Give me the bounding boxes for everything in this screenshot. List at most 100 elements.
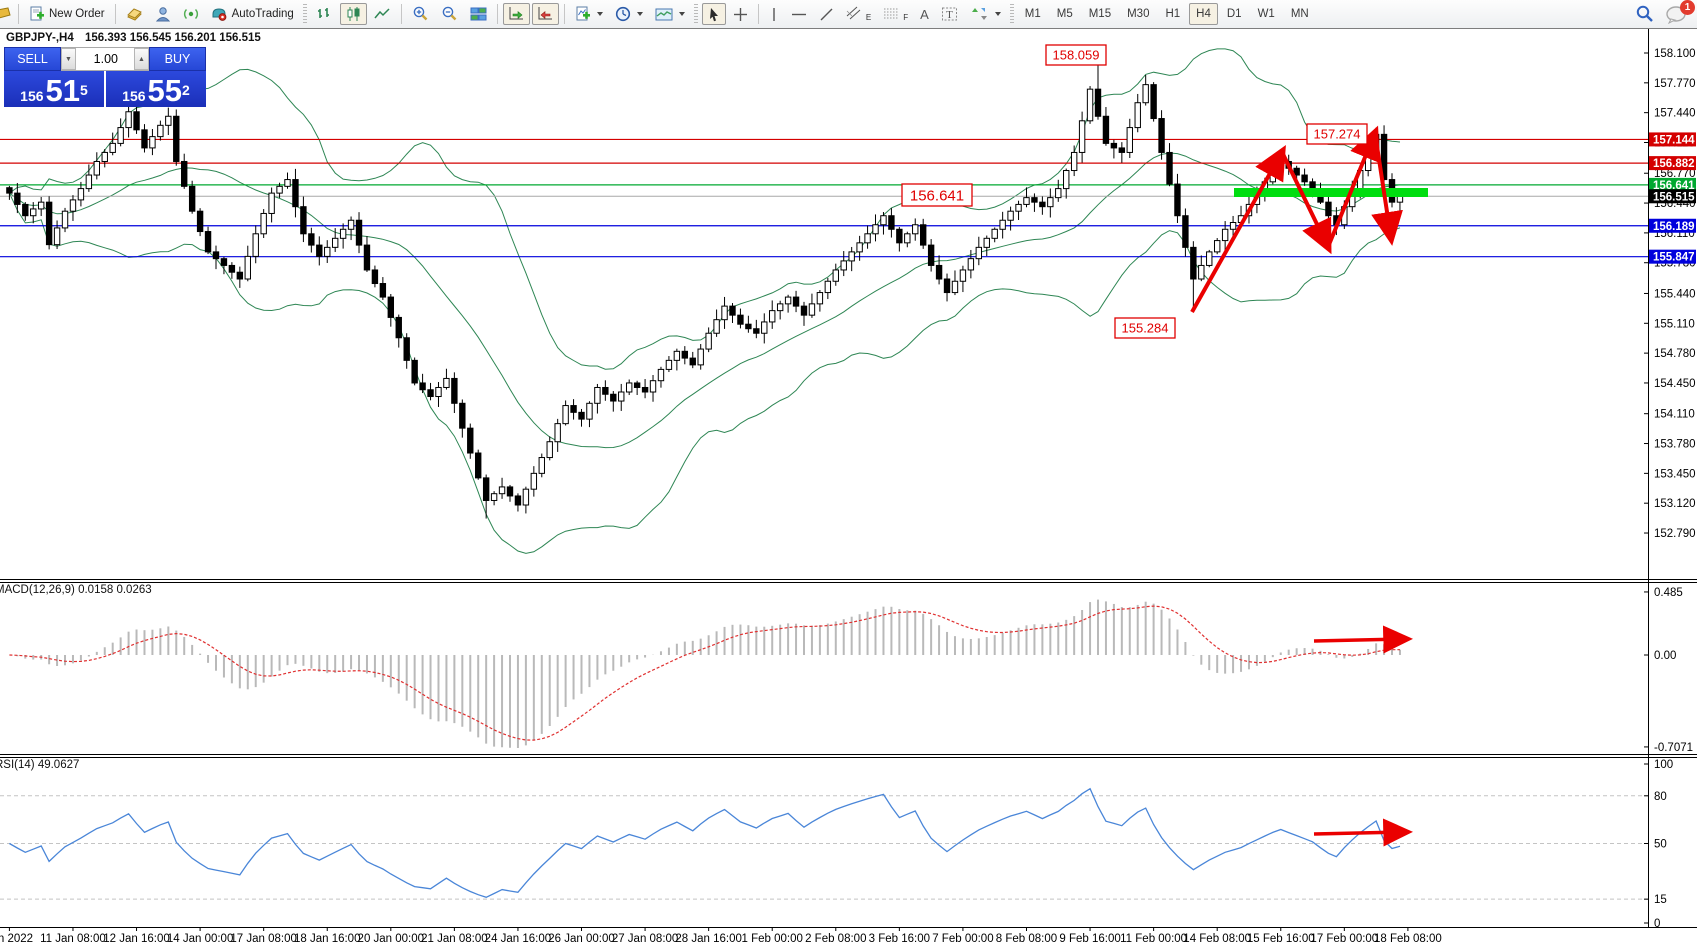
candle-body xyxy=(1023,197,1030,205)
buy-price-tile[interactable]: 156 55 2 xyxy=(106,71,206,107)
bar-chart-button[interactable] xyxy=(311,3,338,25)
trend-zigzag-arrow[interactable] xyxy=(1326,125,1380,248)
toolbar-grip[interactable] xyxy=(1009,4,1014,24)
macd-scale-label: 0.00 xyxy=(1654,650,1676,662)
line-chart-button[interactable] xyxy=(369,3,396,25)
candle-body xyxy=(1126,127,1133,153)
price-callout-box[interactable] xyxy=(901,183,973,207)
search-icon[interactable] xyxy=(1635,4,1655,24)
rsi-scale-label: 80 xyxy=(1654,791,1667,803)
candle-body xyxy=(729,305,736,316)
timeframe-m30-button[interactable]: M30 xyxy=(1120,3,1156,25)
signals-button[interactable] xyxy=(178,3,204,25)
candle-body xyxy=(1206,251,1213,266)
timeframe-m5-button[interactable]: M5 xyxy=(1050,3,1080,25)
price-level-badge-text: 157.144 xyxy=(1653,134,1695,146)
candle-body xyxy=(69,199,77,212)
cursor-button[interactable] xyxy=(701,3,726,25)
periods-icon xyxy=(615,6,630,22)
vertical-line-icon xyxy=(773,7,775,21)
notifications-button[interactable]: 1 xyxy=(1665,0,1695,24)
sell-price-tile[interactable]: 156 51 5 xyxy=(4,71,104,107)
macd-trend-arrow[interactable] xyxy=(1313,625,1413,654)
candle-body xyxy=(681,350,689,359)
candle-body xyxy=(1007,210,1014,221)
price-callout-box[interactable] xyxy=(1114,317,1176,339)
chat-icon xyxy=(1666,5,1686,24)
buy-button[interactable]: BUY xyxy=(149,47,206,71)
candle-body xyxy=(959,269,967,282)
trendline-button[interactable] xyxy=(814,3,839,25)
candle-body xyxy=(1190,246,1197,280)
text-label-button[interactable]: T xyxy=(936,3,964,25)
trend-zigzag-arrow[interactable] xyxy=(1371,132,1403,246)
volume-up-button[interactable]: ▲ xyxy=(134,48,149,70)
candle-body xyxy=(697,348,704,366)
candle-body xyxy=(93,160,101,176)
price-callout-box[interactable] xyxy=(1045,44,1107,66)
timeframe-h4-button[interactable]: H4 xyxy=(1189,3,1218,25)
templates-button[interactable] xyxy=(650,3,690,25)
time-axis-label: 27 Jan 08:00 xyxy=(612,933,679,945)
candlestick-icon xyxy=(347,7,360,21)
time-axis-label: 11 Feb 00:00 xyxy=(1120,933,1187,945)
text-button[interactable]: A xyxy=(915,3,934,25)
rsi-trend-arrow[interactable] xyxy=(1313,818,1413,847)
timeframe-m15-button[interactable]: M15 xyxy=(1082,3,1118,25)
indicators-button[interactable] xyxy=(570,3,608,25)
candle-body xyxy=(53,227,61,246)
candlestick-button[interactable] xyxy=(339,3,367,25)
candle-body xyxy=(641,386,649,393)
dropdown-caret xyxy=(994,12,1001,16)
chart-shift-button[interactable] xyxy=(531,3,559,25)
trend-zigzag-arrow[interactable] xyxy=(1280,151,1332,255)
new-order-button[interactable]: New Order xyxy=(24,3,110,25)
signals-icon xyxy=(183,8,198,20)
price-alert-button[interactable] xyxy=(121,3,148,25)
bollinger-line[interactable] xyxy=(8,192,1401,554)
horizontal-line-button[interactable] xyxy=(786,3,812,25)
candle-body xyxy=(371,269,379,285)
price-tick-label: 154.110 xyxy=(1654,409,1695,421)
arrows-button[interactable] xyxy=(966,3,1006,25)
candle-body xyxy=(30,208,37,217)
green-zone-highlight[interactable] xyxy=(1234,188,1428,197)
trend-zigzag-arrow[interactable] xyxy=(1190,145,1286,313)
autotrading-button[interactable]: AutoTrading xyxy=(206,3,299,25)
periods-button[interactable] xyxy=(610,3,648,25)
timeframe-m1-button[interactable]: M1 xyxy=(1018,3,1048,25)
candle-body xyxy=(530,472,538,490)
candle-body xyxy=(498,486,506,495)
toolbar-grip[interactable] xyxy=(693,4,698,24)
volume-input[interactable] xyxy=(76,48,134,70)
accounts-button[interactable] xyxy=(150,3,176,25)
tile-windows-button[interactable] xyxy=(465,3,492,25)
candle-body xyxy=(228,264,236,273)
candle-body xyxy=(22,203,29,217)
timeframe-h1-button[interactable]: H1 xyxy=(1158,3,1187,25)
bollinger-line[interactable] xyxy=(9,48,1401,370)
price-callout-box[interactable] xyxy=(1306,123,1368,145)
timeframe-d1-button[interactable]: D1 xyxy=(1220,3,1249,25)
zoom-in-button[interactable] xyxy=(407,3,434,25)
volume-down-button[interactable]: ▼ xyxy=(61,48,76,70)
candle-body xyxy=(721,305,728,321)
sell-button[interactable]: SELL xyxy=(4,47,61,71)
time-axis-label: 20 Jan 00:00 xyxy=(358,933,425,945)
bollinger-line[interactable] xyxy=(9,152,1401,449)
candle-body xyxy=(1325,201,1332,217)
equidistant-channel-button[interactable]: E xyxy=(841,3,876,25)
candle-body xyxy=(761,321,768,334)
price-tick-label: 153.120 xyxy=(1654,498,1696,510)
timeframe-w1-button[interactable]: W1 xyxy=(1251,3,1282,25)
macd-scale-label: 0.485 xyxy=(1654,587,1683,599)
crosshair-button[interactable] xyxy=(728,3,753,25)
vertical-line-button[interactable] xyxy=(764,3,784,25)
timeframe-mn-button[interactable]: MN xyxy=(1284,3,1316,25)
auto-scroll-button[interactable] xyxy=(502,3,530,25)
toolbar-grip[interactable] xyxy=(302,4,307,24)
zoom-out-button[interactable] xyxy=(436,3,463,25)
fibonacci-button[interactable]: F xyxy=(878,3,913,25)
candle-body xyxy=(935,264,943,280)
